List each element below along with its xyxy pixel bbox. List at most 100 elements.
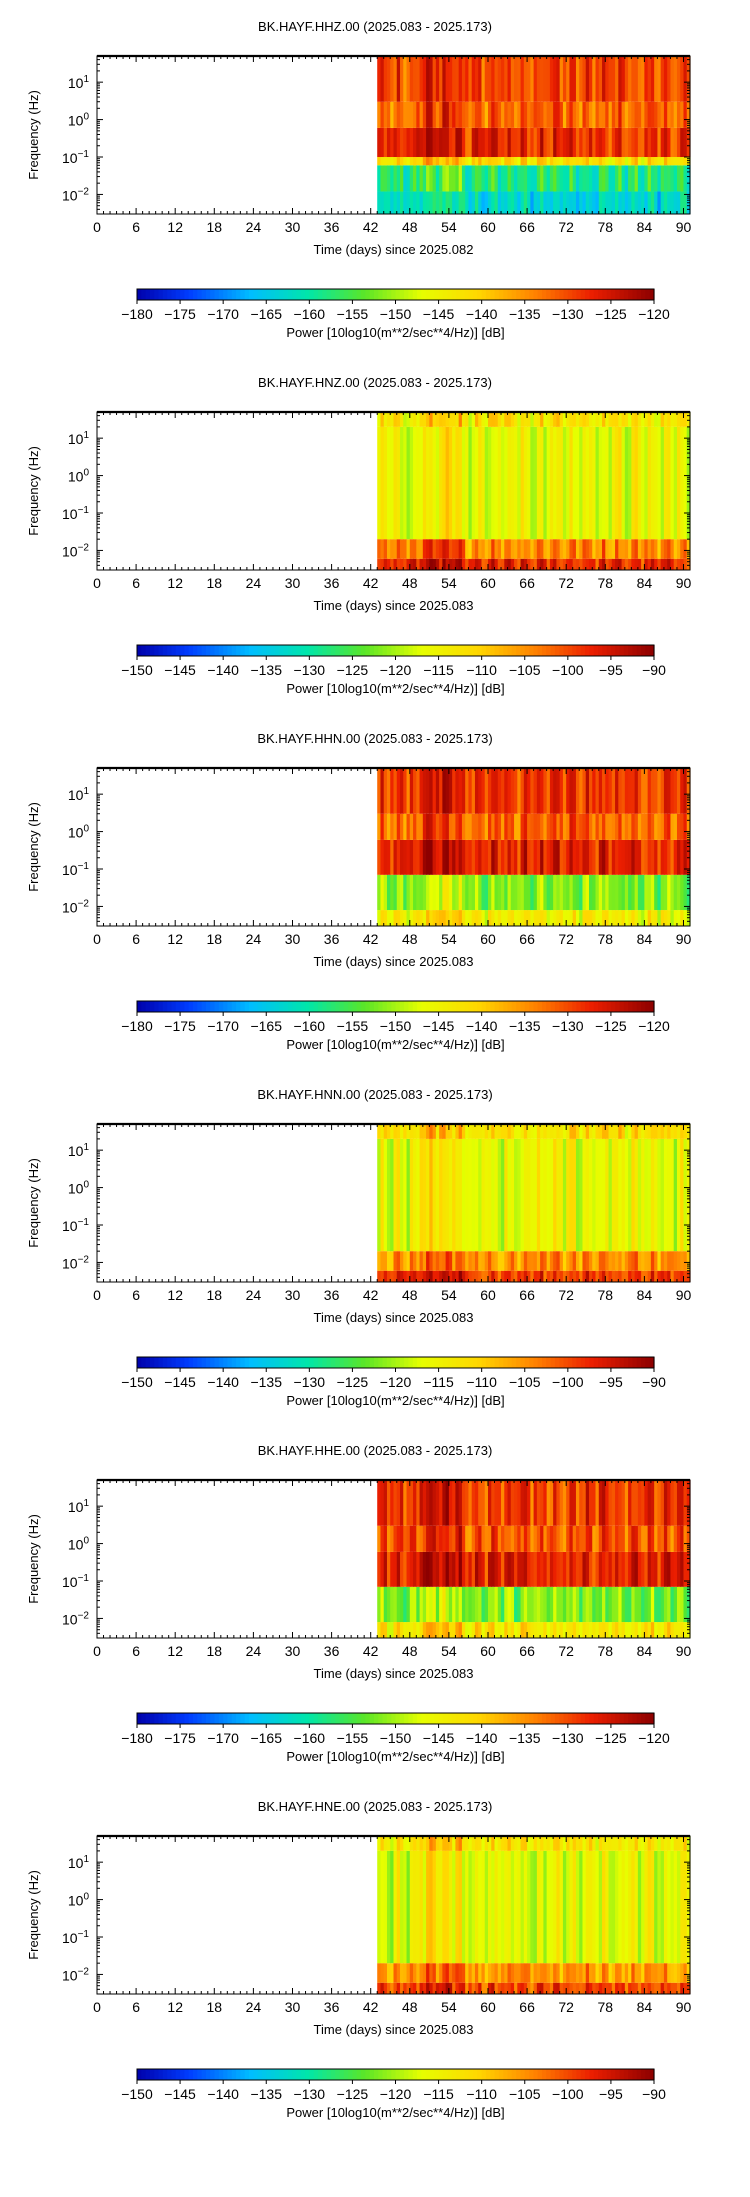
spectrogram-cell	[588, 56, 593, 102]
colorbar-segment	[408, 645, 414, 656]
spectrogram-cell	[527, 813, 531, 840]
colorbar-segment	[602, 1713, 608, 1724]
colorbar-segment	[296, 1357, 302, 1368]
colorbar-segment	[529, 1001, 534, 1012]
spectrogram-cell	[680, 1124, 685, 1139]
spectrogram-cell	[562, 127, 567, 158]
colorbar-segment	[361, 645, 366, 656]
spectrogram-cell	[416, 1963, 421, 1983]
spectrogram-cell	[654, 874, 659, 911]
spectrogram-cell	[657, 1982, 662, 1994]
spectrogram-cell	[598, 1836, 603, 1851]
x-tick-label: 48	[402, 575, 418, 591]
spectrogram-cells	[377, 56, 691, 214]
spectrogram-cell	[487, 1586, 492, 1623]
spectrogram-cell	[426, 839, 430, 875]
colorbar-segment	[623, 1001, 629, 1012]
spectrogram-cell	[429, 191, 434, 214]
spectrogram-cell	[585, 874, 590, 911]
spectrogram-cell	[442, 874, 447, 911]
spectrogram-cell	[553, 1622, 558, 1638]
spectrogram-cell	[686, 127, 691, 158]
spectrogram-cell	[390, 1836, 395, 1851]
spectrogram-cell	[588, 1850, 593, 1964]
spectrogram-cell	[598, 412, 603, 427]
spectrogram-cell	[419, 101, 424, 128]
colorbar-segment	[227, 1001, 233, 1012]
spectrogram-cell	[676, 1586, 681, 1623]
spectrogram-cell	[432, 191, 437, 214]
spectrogram-cell	[494, 101, 499, 128]
spectrogram-cell	[556, 426, 561, 540]
spectrogram-cell	[592, 1850, 597, 1964]
spectrogram-cell	[618, 558, 623, 570]
colorbar-segment	[184, 289, 190, 300]
spectrogram-cell	[562, 1251, 567, 1271]
spectrogram-cell	[422, 157, 427, 166]
spectrogram-cell	[592, 157, 597, 166]
spectrogram-cell	[553, 1850, 558, 1964]
colorbar-segment	[507, 1713, 513, 1724]
spectrogram-cell	[660, 157, 665, 166]
spectrogram-cell	[435, 101, 440, 128]
spectrogram-cell	[618, 191, 623, 214]
colorbar-segment	[193, 1001, 198, 1012]
spectrogram-cell	[386, 157, 391, 166]
colorbar-segment	[533, 645, 539, 656]
colorbar-segment	[442, 1357, 448, 1368]
spectrogram-cell	[494, 191, 499, 214]
spectrogram-cell	[429, 813, 434, 840]
spectrogram-cell	[422, 1270, 427, 1282]
spectrogram-cell	[507, 157, 512, 166]
spectrogram-cell	[637, 1622, 642, 1638]
spectrogram-cell	[624, 1551, 629, 1587]
colorbar-segment	[490, 1357, 496, 1368]
spectrogram-cell	[588, 1124, 593, 1139]
spectrogram-cell	[439, 1850, 443, 1964]
spectrogram-cell	[663, 165, 668, 192]
colorbar-segment	[141, 1001, 147, 1012]
colorbar-segment	[477, 1001, 483, 1012]
spectrogram-cell	[644, 101, 649, 128]
spectrogram-cell	[575, 1270, 580, 1282]
spectrogram-cell	[657, 1124, 662, 1139]
spectrogram-cell	[523, 1551, 528, 1587]
spectrogram-cell	[403, 426, 408, 540]
spectrogram-cell	[680, 101, 685, 128]
colorbar-segment	[641, 1713, 646, 1724]
colorbar-segment	[361, 1713, 366, 1724]
colorbar-segment	[137, 289, 142, 300]
spectrogram-cell	[439, 1551, 443, 1587]
spectrogram-cell	[631, 1251, 636, 1271]
spectrogram-cell	[667, 1982, 672, 1994]
spectrogram-cell	[624, 1251, 629, 1271]
spectrogram-cell	[530, 191, 535, 214]
spectrogram-cell	[628, 127, 632, 158]
spectrogram-cell	[579, 558, 584, 570]
spectrogram-cell	[380, 1270, 385, 1282]
spectrogram-cell	[501, 412, 505, 427]
spectrogram-cell	[501, 1525, 505, 1552]
spectrogram-cell	[556, 56, 561, 102]
spectrogram-cell	[683, 1963, 688, 1983]
spectrogram-cell	[670, 1525, 675, 1552]
spectrogram-cell	[400, 1124, 404, 1139]
colorbar-tick-label: −105	[509, 1374, 541, 1390]
spectrogram-cell	[377, 56, 382, 102]
colorbar-segment	[628, 1357, 634, 1368]
colorbar-segment	[628, 1001, 634, 1012]
spectrogram-cell	[660, 1963, 665, 1983]
spectrogram-cell	[549, 1586, 554, 1623]
spectrogram-cell	[419, 558, 424, 570]
spectrogram-cell	[471, 1551, 476, 1587]
spectrogram-cell	[549, 165, 554, 192]
spectrogram-cell	[556, 1270, 561, 1282]
colorbar-segment	[481, 1001, 487, 1012]
spectrogram-cell	[628, 157, 632, 166]
spectrogram-cell	[562, 839, 567, 875]
spectrogram-cell	[487, 426, 492, 540]
spectrogram-cell	[595, 1270, 600, 1282]
spectrogram-cell	[540, 1982, 544, 1994]
spectrogram-cell	[660, 813, 665, 840]
spectrogram-cell	[422, 910, 427, 926]
